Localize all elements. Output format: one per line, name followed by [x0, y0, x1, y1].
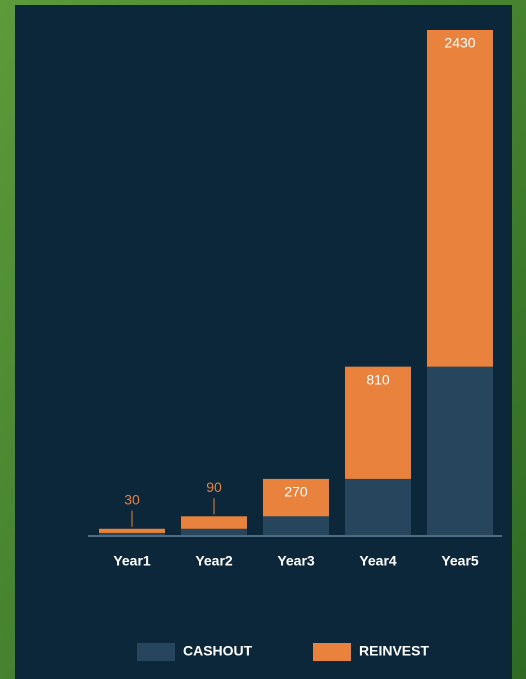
total-label: 2430 [444, 35, 475, 51]
bar-segment [263, 516, 329, 535]
x-tick-label: Year2 [195, 553, 233, 569]
bar-segment [345, 478, 411, 535]
total-label: 90 [206, 479, 222, 495]
x-tick-label: Year4 [359, 553, 397, 569]
bar-segment [263, 478, 329, 517]
bar-segment [345, 366, 411, 479]
bar-segment [181, 528, 247, 535]
legend-swatch [313, 643, 351, 661]
x-tick-label: Year1 [113, 553, 151, 569]
bar-segment [427, 30, 493, 367]
total-label: 270 [284, 484, 308, 500]
legend-swatch [137, 643, 175, 661]
total-label: 810 [366, 371, 390, 387]
bar-segment [99, 532, 165, 535]
x-tick-label: Year3 [277, 553, 315, 569]
bar-segment [99, 528, 165, 533]
total-label: 30 [124, 491, 140, 507]
legend-label: REINVEST [359, 643, 429, 659]
bar-segment [427, 366, 493, 535]
legend-label: CASHOUT [183, 643, 253, 659]
bar-segment [181, 516, 247, 529]
x-tick-label: Year5 [441, 553, 479, 569]
